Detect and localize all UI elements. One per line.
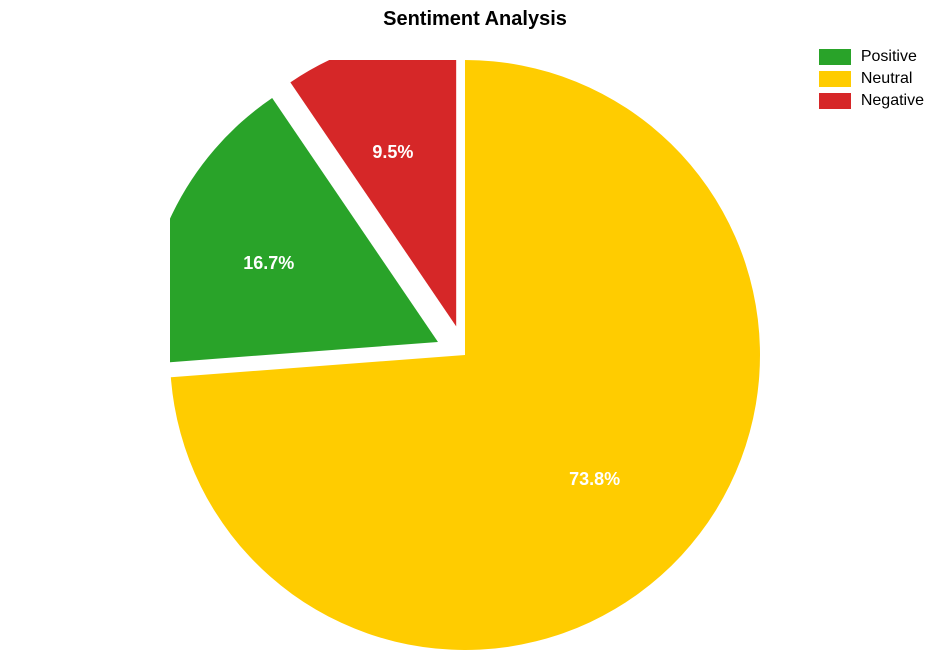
- legend-swatch: [819, 71, 851, 87]
- slice-label-positive: 16.7%: [243, 253, 294, 274]
- legend-item-neutral: Neutral: [819, 70, 924, 88]
- legend-label: Neutral: [861, 70, 913, 88]
- legend-item-positive: Positive: [819, 48, 924, 66]
- legend-label: Positive: [861, 48, 917, 66]
- legend-swatch: [819, 49, 851, 65]
- chart-title: Sentiment Analysis: [0, 8, 950, 31]
- legend-item-negative: Negative: [819, 92, 924, 110]
- pie-chart: [170, 60, 760, 650]
- slice-label-neutral: 73.8%: [569, 469, 620, 490]
- slice-label-negative: 9.5%: [372, 142, 413, 163]
- legend-label: Negative: [861, 92, 924, 110]
- legend: Positive Neutral Negative: [819, 48, 924, 114]
- legend-swatch: [819, 93, 851, 109]
